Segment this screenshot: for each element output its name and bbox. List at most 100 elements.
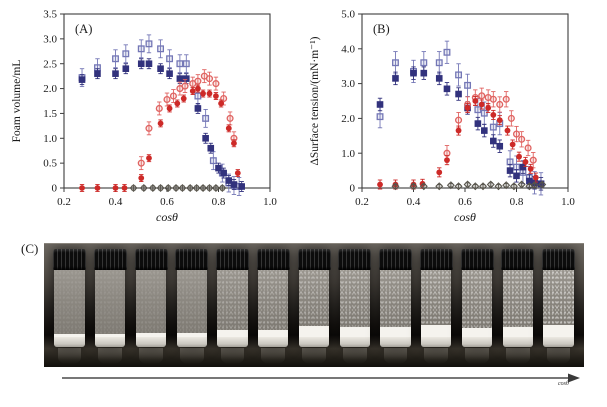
vial-glass	[256, 249, 290, 348]
bubble-texture	[502, 269, 533, 328]
vial-glass	[338, 249, 372, 348]
vial-headspace	[135, 269, 167, 334]
y-axis-label: Foam volume/mL	[11, 60, 23, 143]
foam-layer	[339, 327, 370, 338]
vial-reflection	[57, 348, 82, 365]
foam-layer	[135, 333, 167, 338]
bubble-texture	[217, 269, 248, 330]
y-tick-label: 1.0	[341, 148, 355, 160]
liquid-layer	[95, 337, 126, 348]
vial-reflection	[546, 348, 571, 365]
vial	[53, 244, 86, 367]
vial-glass	[216, 249, 249, 348]
vial-body	[95, 269, 126, 348]
vial-cap	[501, 249, 535, 270]
series-red-open-circle	[137, 69, 238, 171]
liquid-layer	[298, 337, 330, 348]
y-tick-label: 2.5	[43, 58, 57, 70]
foam-layer	[380, 327, 411, 338]
y-axis-label: ΔSurface tension/(mN·m⁻¹)	[309, 36, 321, 165]
vial	[93, 244, 127, 367]
y-tick-label: 4.0	[341, 43, 355, 55]
panel-c-label: (C)	[21, 241, 39, 256]
vial	[256, 244, 290, 367]
vial-cap	[338, 249, 372, 270]
vial-headspace	[176, 269, 207, 334]
x-tick-label: 0.6	[458, 196, 472, 208]
vial-glass	[134, 249, 168, 348]
liquid-layer	[135, 337, 167, 348]
bubble-texture	[298, 269, 330, 327]
vial-reflection	[505, 348, 530, 365]
bubble-texture	[461, 269, 493, 328]
direction-arrow	[62, 373, 580, 383]
vial-headspace	[95, 269, 126, 335]
foam-layer	[54, 334, 85, 338]
vial-glass	[53, 249, 86, 348]
foam-layer	[217, 329, 248, 338]
x-tick-label: 0.8	[510, 196, 524, 208]
liquid-layer	[461, 337, 493, 348]
vial-headspace	[54, 269, 85, 335]
arrow-head-icon	[568, 373, 580, 383]
vial-cap	[134, 249, 168, 270]
vial-body	[339, 269, 370, 348]
y-tick-label: 2.0	[341, 113, 355, 125]
x-tick-label: 0.2	[57, 196, 71, 208]
vial-reflection	[302, 348, 326, 365]
vial-headspace	[502, 269, 533, 328]
vial-glass	[542, 249, 575, 348]
y-tick-label: 0.5	[43, 158, 57, 170]
vial	[338, 244, 372, 367]
x-tick-label: 1.0	[561, 196, 575, 208]
vial-reflection	[261, 348, 286, 365]
vial-cap	[175, 249, 209, 270]
vial	[134, 244, 168, 367]
vial-body	[135, 269, 167, 348]
vial-cap	[460, 249, 494, 270]
foam-layer	[95, 334, 126, 338]
vial	[297, 244, 331, 367]
vial-glass	[297, 249, 331, 348]
vial-glass	[93, 249, 127, 348]
foam-layer	[461, 327, 493, 338]
vial-headspace	[298, 269, 330, 327]
bubble-texture	[258, 269, 289, 330]
x-tick-label: 0.4	[109, 196, 123, 208]
vial-glass	[460, 249, 494, 348]
vial-reflection	[383, 348, 408, 365]
vial-photo	[44, 243, 584, 367]
bubble-texture	[95, 269, 126, 335]
x-tick-label: 0.2	[355, 196, 369, 208]
liquid-layer	[380, 337, 411, 348]
bubble-texture	[380, 269, 411, 328]
vial-body	[461, 269, 493, 348]
vial-headspace	[339, 269, 370, 328]
arrow-direction-label: cosθ	[558, 381, 569, 387]
vial-reflection	[139, 348, 163, 365]
vial-body	[258, 269, 289, 348]
series-red-filled-circle	[79, 84, 241, 192]
vial-cap	[542, 249, 575, 270]
x-tick-label: 1.0	[263, 196, 277, 208]
liquid-layer	[543, 337, 574, 348]
series-gray-open-diamond	[391, 180, 547, 191]
vial-reflection	[342, 348, 367, 365]
liquid-layer	[502, 337, 533, 348]
y-tick-label: 3.0	[43, 33, 57, 45]
y-tick-label: 1.0	[43, 133, 57, 145]
vial	[216, 244, 249, 367]
panel-b-chart: 0.2 0.4 0.6 0.8 1.0 0 1.0 2.0 3.0 4.0 5.0 cosθ ΔSurf…	[309, 9, 575, 224]
panel-label: (B)	[373, 22, 390, 36]
foam-layer	[421, 324, 452, 338]
vial-glass	[501, 249, 535, 348]
bubble-texture	[135, 269, 167, 334]
vial-cap	[419, 249, 453, 270]
x-axis-label: cosθ	[156, 210, 178, 224]
vial-reflection	[424, 348, 449, 365]
bubble-texture	[54, 269, 85, 335]
y-tick-label: 1.5	[43, 108, 57, 120]
liquid-layer	[54, 337, 85, 348]
liquid-layer	[339, 337, 370, 348]
